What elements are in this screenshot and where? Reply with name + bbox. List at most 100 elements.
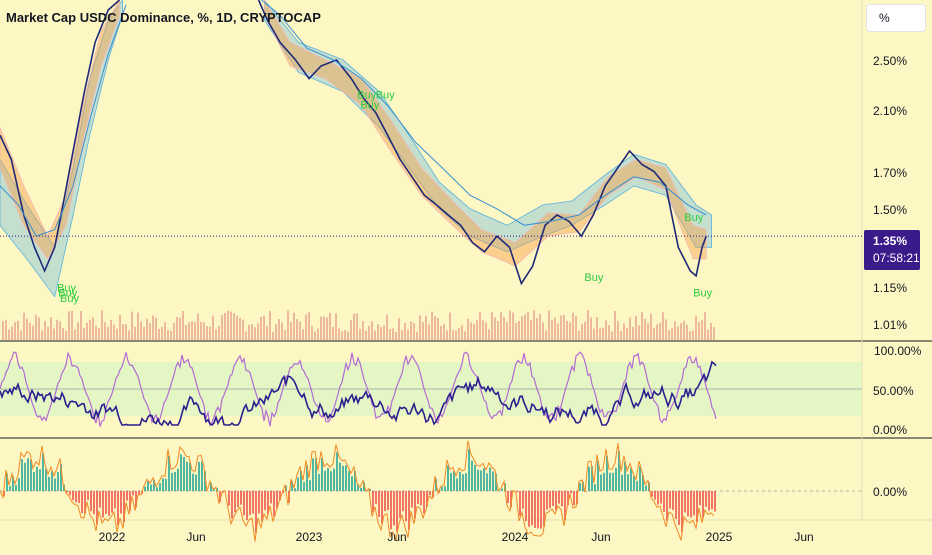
volume-bar <box>686 325 688 340</box>
volume-bar <box>608 325 610 340</box>
volume-bar <box>275 324 277 340</box>
volume-bar <box>266 326 268 340</box>
volume-bar <box>647 323 649 340</box>
volume-bar <box>398 318 400 340</box>
volume-bar <box>173 323 175 340</box>
volume-bar <box>140 322 142 340</box>
volume-bar <box>323 317 325 340</box>
y-tick-rsi: 50.00% <box>873 384 914 398</box>
volume-bar <box>251 324 253 340</box>
volume-bar <box>671 328 673 340</box>
volume-bar <box>347 332 349 340</box>
volume-bar <box>137 313 139 340</box>
volume-bar <box>26 319 28 340</box>
volume-bar <box>479 312 481 340</box>
volume-bar <box>86 323 88 340</box>
volume-bar <box>533 310 535 340</box>
volume-bar <box>98 328 100 340</box>
volume-bar <box>65 331 67 340</box>
volume-bar <box>239 318 241 340</box>
volume-bar <box>467 319 469 340</box>
histogram-bar <box>519 491 521 516</box>
histogram-bar <box>186 462 188 491</box>
volume-bar <box>143 327 145 340</box>
volume-bar <box>185 325 187 340</box>
volume-bar <box>452 330 454 340</box>
volume-bar <box>155 318 157 340</box>
histogram-bar <box>471 461 473 491</box>
volume-bar <box>32 326 34 340</box>
histogram-bar <box>402 491 404 511</box>
volume-bar <box>683 321 685 340</box>
histogram-bar <box>708 491 710 511</box>
volume-bar <box>560 315 562 340</box>
volume-bar <box>14 322 16 340</box>
histogram-bar <box>249 491 251 515</box>
volume-bar <box>494 317 496 340</box>
volume-bar <box>254 327 256 340</box>
volume-bar <box>359 329 361 340</box>
histogram-bar <box>645 485 647 491</box>
volume-bar <box>176 317 178 340</box>
volume-bar <box>566 321 568 340</box>
histogram-bar <box>525 491 527 521</box>
histogram-bar <box>639 466 641 491</box>
cloud-band <box>265 0 712 252</box>
volume-bar <box>71 311 73 340</box>
y-tick-main: 1.50% <box>873 203 907 217</box>
histogram-bar <box>309 480 311 491</box>
volume-bar <box>530 320 532 340</box>
volume-bar <box>701 320 703 340</box>
volume-bar <box>575 316 577 340</box>
histogram-bar <box>423 491 425 513</box>
histogram-bar <box>540 491 542 529</box>
volume-bar <box>554 318 556 340</box>
last-price-value: 1.35% <box>873 234 907 248</box>
histogram-bar <box>372 491 374 512</box>
volume-bar <box>653 328 655 340</box>
histogram-bar <box>297 477 299 491</box>
volume-bar <box>104 322 106 340</box>
volume-bar <box>296 319 298 340</box>
volume-bar <box>569 322 571 340</box>
moving-average-line <box>262 0 707 225</box>
histogram-bar <box>522 491 524 509</box>
histogram-bar <box>69 491 71 495</box>
volume-bar <box>170 331 172 340</box>
volume-bar <box>272 332 274 340</box>
volume-bar <box>260 317 262 340</box>
volume-bar <box>545 330 547 340</box>
histogram-bar <box>528 491 530 527</box>
histogram-bar <box>387 491 389 510</box>
volume-bar <box>704 312 706 340</box>
volume-bar <box>200 322 202 340</box>
volume-bar <box>437 318 439 340</box>
histogram-bar <box>465 473 467 491</box>
volume-bar <box>659 323 661 340</box>
histogram-bar <box>327 468 329 491</box>
histogram-bar <box>534 491 536 528</box>
histogram-bar <box>393 491 395 525</box>
volume-bar <box>113 325 115 340</box>
histogram-bar <box>264 491 266 510</box>
histogram-bar <box>27 458 29 491</box>
histogram-bar <box>24 463 26 491</box>
x-tick: 2022 <box>99 530 126 544</box>
volume-bar <box>92 317 94 340</box>
histogram-bar <box>378 491 380 517</box>
volume-bar <box>509 311 511 340</box>
volume-bar <box>17 321 19 340</box>
volume-bar <box>434 316 436 340</box>
volume-bar <box>521 317 523 340</box>
volume-bar <box>476 320 478 340</box>
y-tick-main: 2.10% <box>873 104 907 118</box>
volume-bar <box>665 319 667 340</box>
histogram-bar <box>237 491 239 507</box>
y-tick-rsi: 0.00% <box>873 423 907 437</box>
volume-bar <box>605 320 607 340</box>
scale-unit-button[interactable]: % <box>866 4 926 32</box>
volume-bar <box>20 330 22 340</box>
volume-bar <box>473 324 475 340</box>
volume-bar <box>164 322 166 340</box>
volume-bar <box>443 324 445 340</box>
